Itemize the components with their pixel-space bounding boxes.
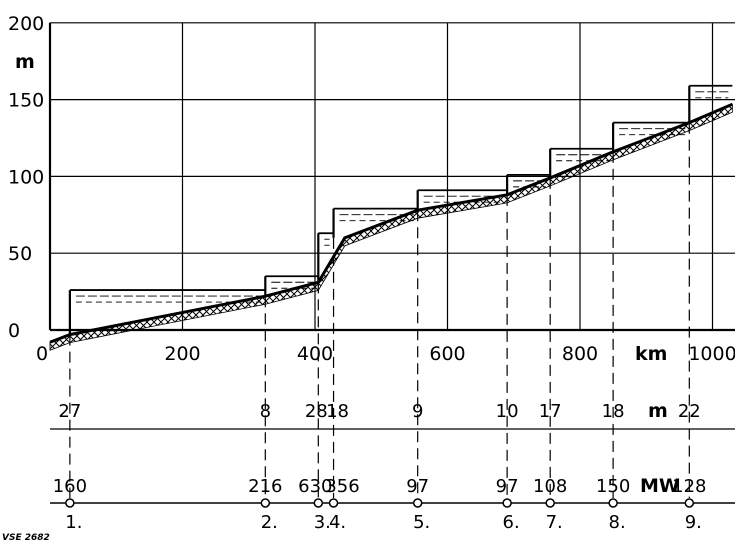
station-marker [328, 498, 339, 508]
station-power-value: 108 [533, 476, 567, 497]
station-head-value: 18 [326, 401, 349, 422]
station-number: 4. [329, 512, 346, 533]
y-tick-label: 150 [8, 90, 44, 112]
station-head-value: 22 [678, 401, 701, 422]
station-power-value: 160 [53, 476, 87, 497]
station-head-value: 28 [305, 401, 328, 422]
station-power-value: 97 [406, 476, 429, 497]
x-tick-label: 1000 [688, 343, 735, 365]
station-number: 3. [314, 512, 331, 533]
head-unit-label: m [648, 400, 668, 422]
station-marker [502, 498, 512, 508]
axes: 0 50 100 150 200 0 200 400 600 800 1000 [8, 13, 735, 365]
riverbed-hatch [49, 103, 733, 351]
station-marker [545, 498, 555, 508]
x-tick-label: 200 [164, 343, 200, 365]
x-tick-label: 600 [429, 343, 465, 365]
station-head-value: 8 [260, 401, 271, 422]
station-marker [313, 498, 324, 508]
y-tick-label: 200 [8, 13, 44, 35]
y-tick-label: 100 [8, 166, 44, 188]
station-marker [65, 498, 75, 508]
x-tick-label: 800 [562, 343, 598, 365]
y-tick-label: 50 [8, 243, 32, 265]
station-power-value: 150 [596, 476, 630, 497]
station-marker [608, 498, 618, 508]
station-number: 8. [609, 512, 626, 533]
station-power-value: 630 [298, 476, 332, 497]
y-tick-label: 0 [8, 320, 20, 342]
y-unit-label: m [15, 51, 35, 73]
x-unit-label: km [635, 343, 667, 365]
station-number: 1. [65, 512, 82, 533]
station-number: 5. [413, 512, 430, 533]
station-number: 9. [685, 512, 702, 533]
power-unit-label: MW [640, 475, 680, 497]
station-number: 7. [546, 512, 563, 533]
figure-code: VSE 2682 [2, 533, 50, 542]
station-marker [412, 498, 423, 508]
station-head-value: 9 [412, 401, 423, 422]
station-marker [684, 498, 695, 508]
grid [50, 22, 735, 330]
station-number: 2. [261, 512, 278, 533]
station-power-value: 128 [672, 476, 706, 497]
station-marker [260, 498, 271, 508]
station-head-value: 18 [602, 401, 625, 422]
station-head-value: 10 [496, 401, 519, 422]
x-tick-label: 0 [36, 343, 48, 365]
station-head-value: 27 [58, 401, 81, 422]
reservoirs [68, 84, 733, 335]
station-power-value: 216 [248, 476, 282, 497]
station-power-value: 97 [496, 476, 519, 497]
stations: 27 160 1. 8 216 2. 28 630 3. 18 356 4. 9 97 5. 10 97 6. 17… [50, 122, 735, 533]
x-tick-label: 400 [297, 343, 333, 365]
station-power-value: 356 [325, 476, 359, 497]
riverbed [49, 102, 733, 351]
station-head-value: 17 [539, 401, 562, 422]
station-number: 6. [503, 512, 520, 533]
